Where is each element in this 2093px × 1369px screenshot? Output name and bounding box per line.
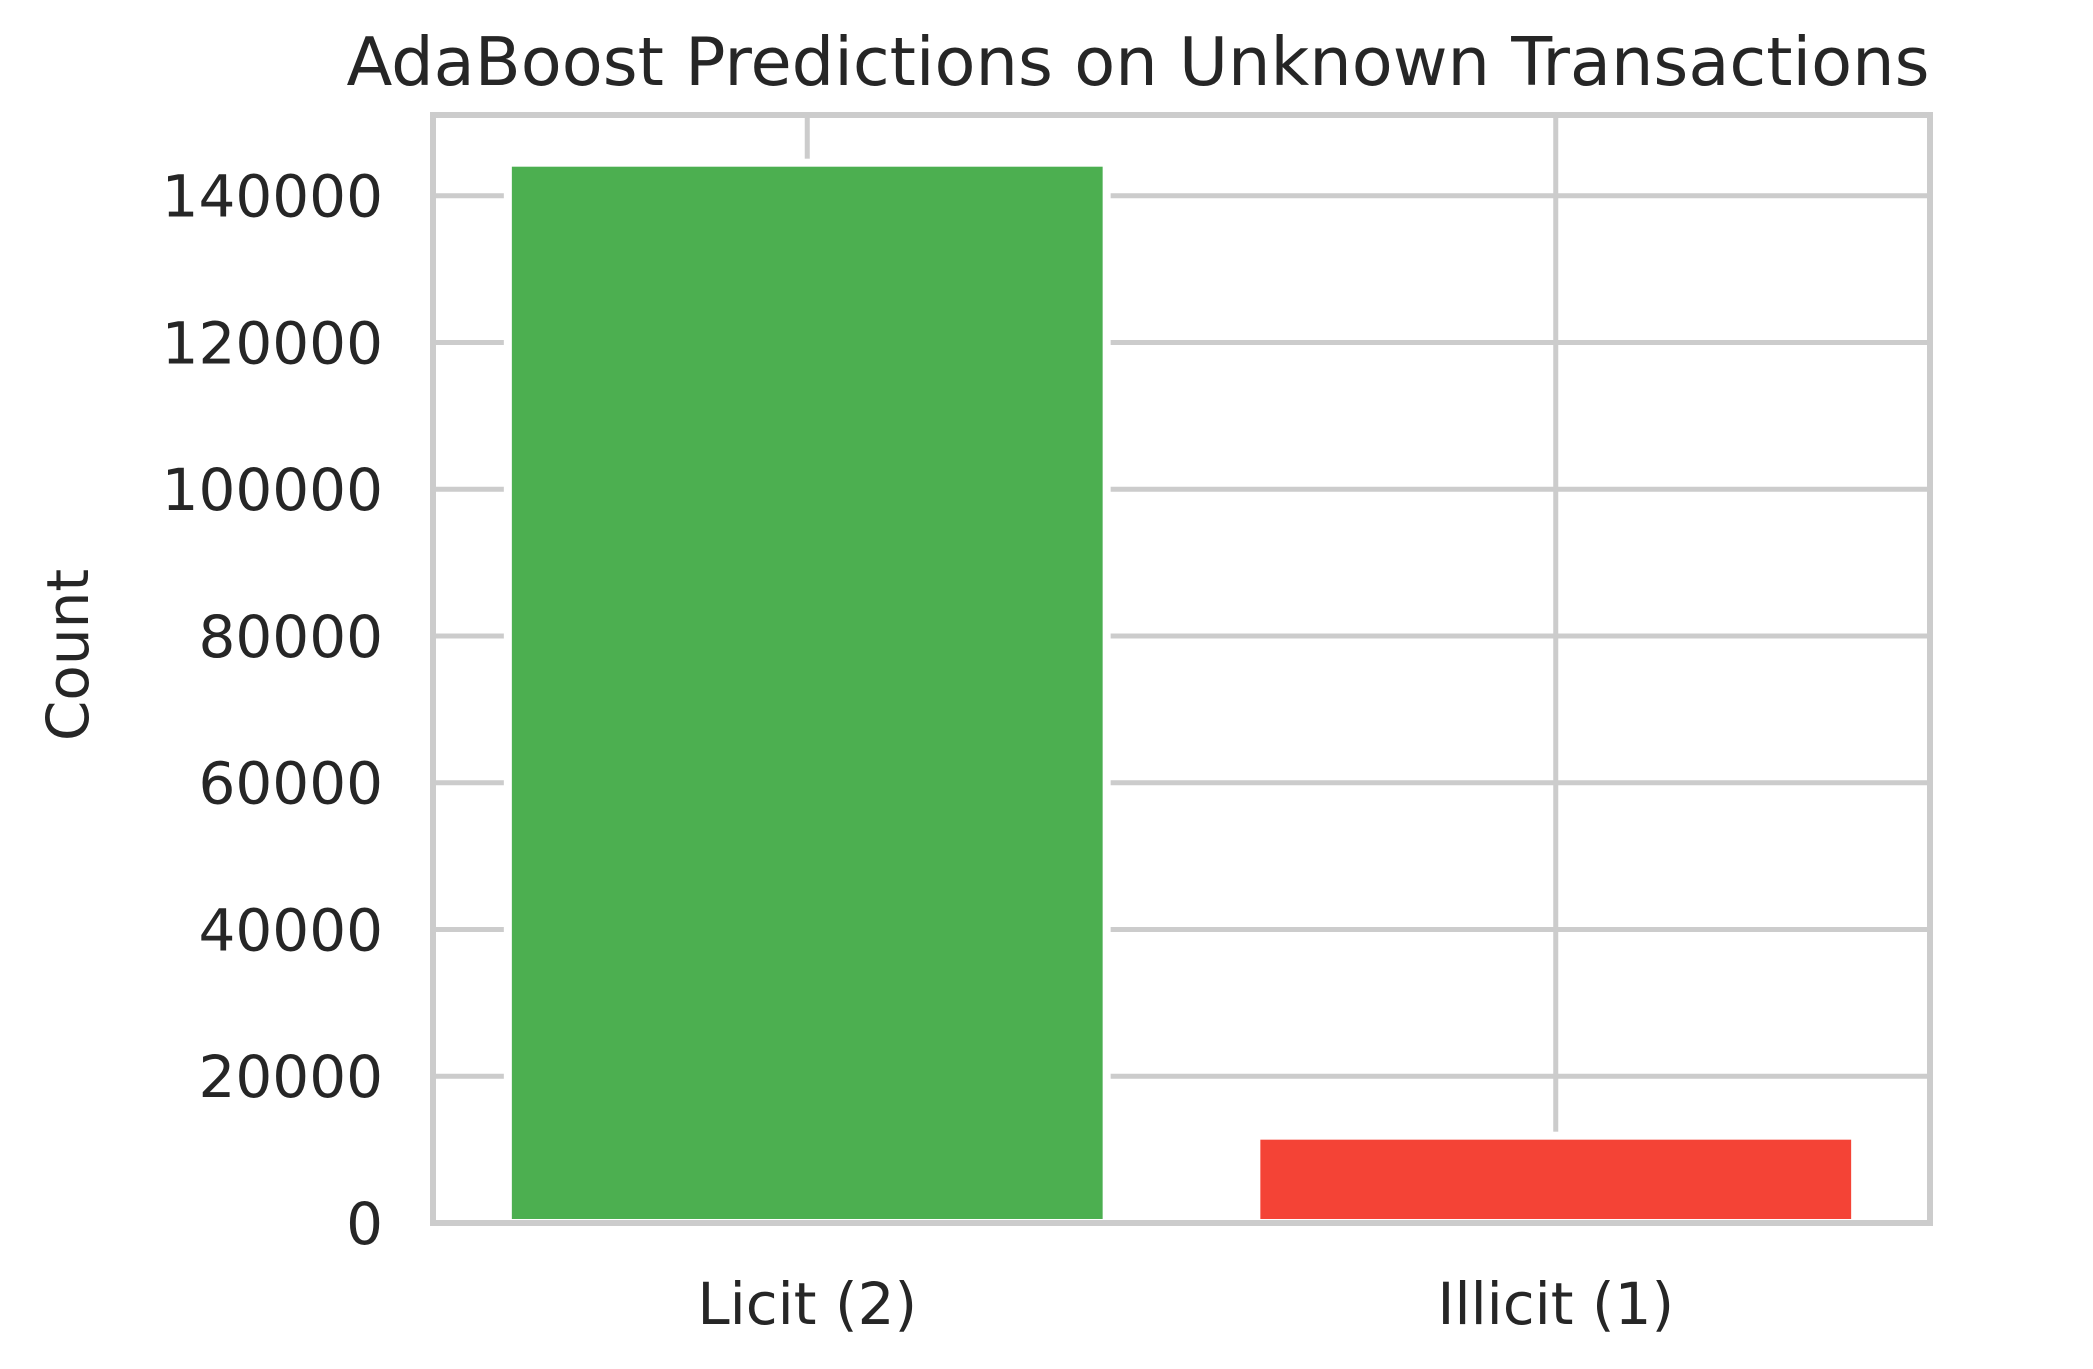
y-tick-label: 0 <box>346 1190 383 1258</box>
y-tick-label: 100000 <box>162 456 383 524</box>
x-tick-label: Licit (2) <box>697 1270 917 1338</box>
plot-frame <box>430 112 1933 1226</box>
y-tick-label: 140000 <box>162 163 383 231</box>
y-tick-label: 120000 <box>162 309 383 377</box>
y-tick-label: 20000 <box>198 1043 383 1111</box>
y-tick-label: 80000 <box>198 603 383 671</box>
y-axis-label: Count <box>34 569 102 741</box>
x-tick-label: Illicit (1) <box>1437 1270 1674 1338</box>
bars <box>503 158 1860 1228</box>
y-tick-labels: 0 20000 40000 60000 80000 100000 120000 140000 <box>162 163 383 1258</box>
plot-border <box>430 112 1933 1226</box>
y-tick-label: 60000 <box>198 750 383 818</box>
x-tick-labels: Licit (2) Illicit (1) <box>697 1270 1674 1338</box>
bar-illicit-1 <box>1252 1131 1860 1227</box>
bar-licit-2 <box>503 158 1111 1228</box>
chart-title: AdaBoost Predictions on Unknown Transact… <box>347 23 1930 101</box>
y-tick-label: 40000 <box>198 896 383 964</box>
